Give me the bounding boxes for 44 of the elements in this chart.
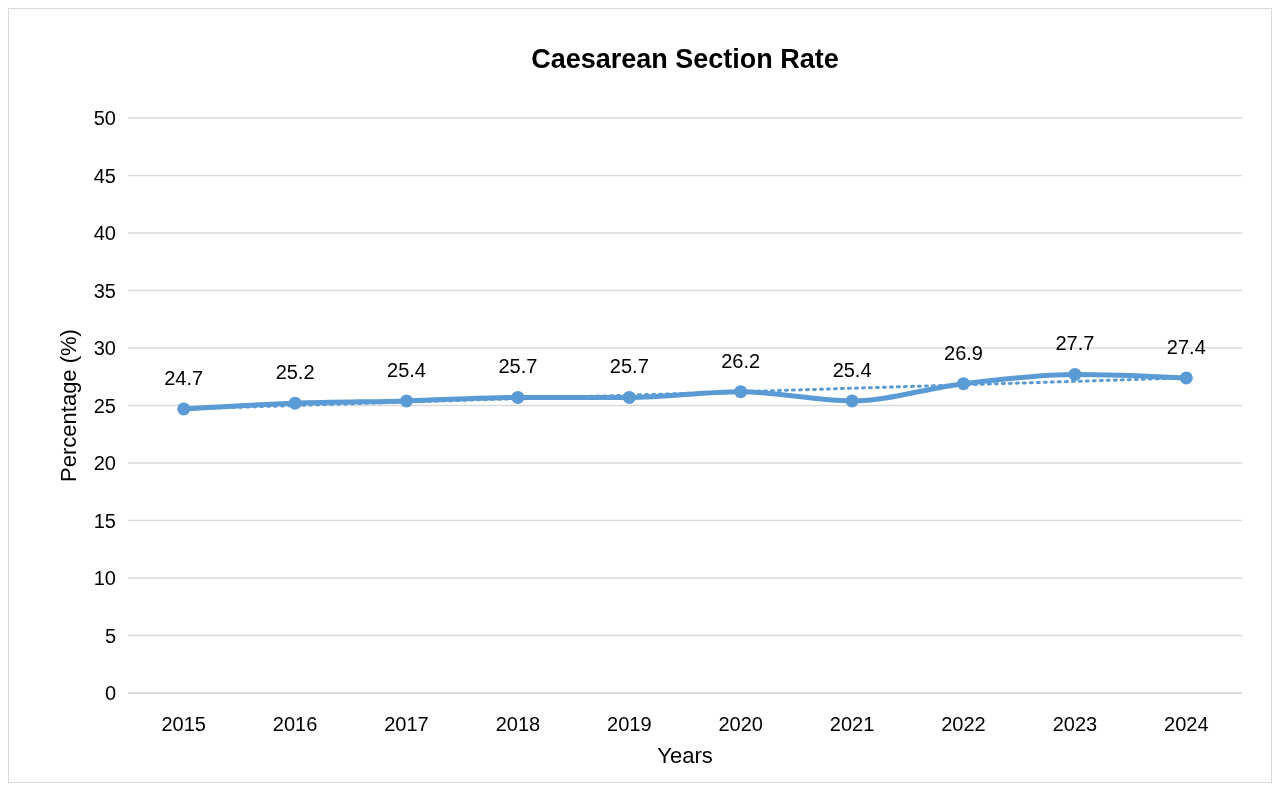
x-tick-label: 2017	[384, 713, 429, 735]
point	[622, 390, 636, 404]
data-label: 25.7	[609, 355, 649, 378]
data-label: 24.7	[164, 366, 204, 389]
x-tick-label: 2018	[495, 713, 541, 735]
point	[957, 377, 970, 391]
data-label: 25.7	[498, 355, 538, 378]
data-label: 26.2	[721, 349, 761, 372]
x-tick-label: 2015	[161, 713, 206, 735]
y-tick-label: 20	[93, 452, 116, 474]
chart-title: Caesarean Section Rate	[531, 44, 839, 74]
data-label: 26.9	[944, 341, 983, 364]
point	[1068, 367, 1082, 381]
x-axis-title: Years	[657, 743, 713, 768]
point	[288, 396, 302, 410]
y-tick-label: 45	[93, 164, 116, 187]
y-tick-label: 50	[93, 107, 116, 129]
point	[734, 385, 748, 399]
y-tick-label: 15	[93, 509, 116, 532]
data-label: 27.7	[1055, 332, 1095, 355]
y-axis-title: Percentage (%)	[56, 329, 81, 482]
y-tick-label: 0	[104, 682, 116, 704]
y-tick-label: 40	[93, 222, 116, 244]
y-tick-label: 35	[93, 279, 116, 302]
x-tick-label: 2024	[1164, 713, 1209, 735]
x-tick-label: 2019	[607, 713, 652, 735]
x-tick-label: 2023	[1052, 713, 1098, 735]
point	[845, 394, 859, 408]
x-tick-label: 2022	[941, 713, 986, 735]
point	[1179, 371, 1193, 385]
data-label: 27.4	[1166, 335, 1206, 358]
x-tick-label: 2021	[829, 713, 875, 735]
data-label: 25.4	[832, 358, 872, 381]
y-tick-label: 25	[93, 394, 116, 417]
point	[511, 390, 525, 404]
x-tick-label: 2020	[718, 713, 763, 735]
y-tick-label: 5	[104, 624, 116, 647]
data-label: 25.2	[275, 361, 315, 384]
point	[400, 394, 413, 408]
x-tick-label: 2016	[272, 713, 318, 735]
y-tick-label: 30	[93, 337, 116, 359]
data-label: 25.4	[387, 358, 426, 381]
point	[177, 402, 191, 416]
y-tick-label: 10	[93, 567, 116, 589]
